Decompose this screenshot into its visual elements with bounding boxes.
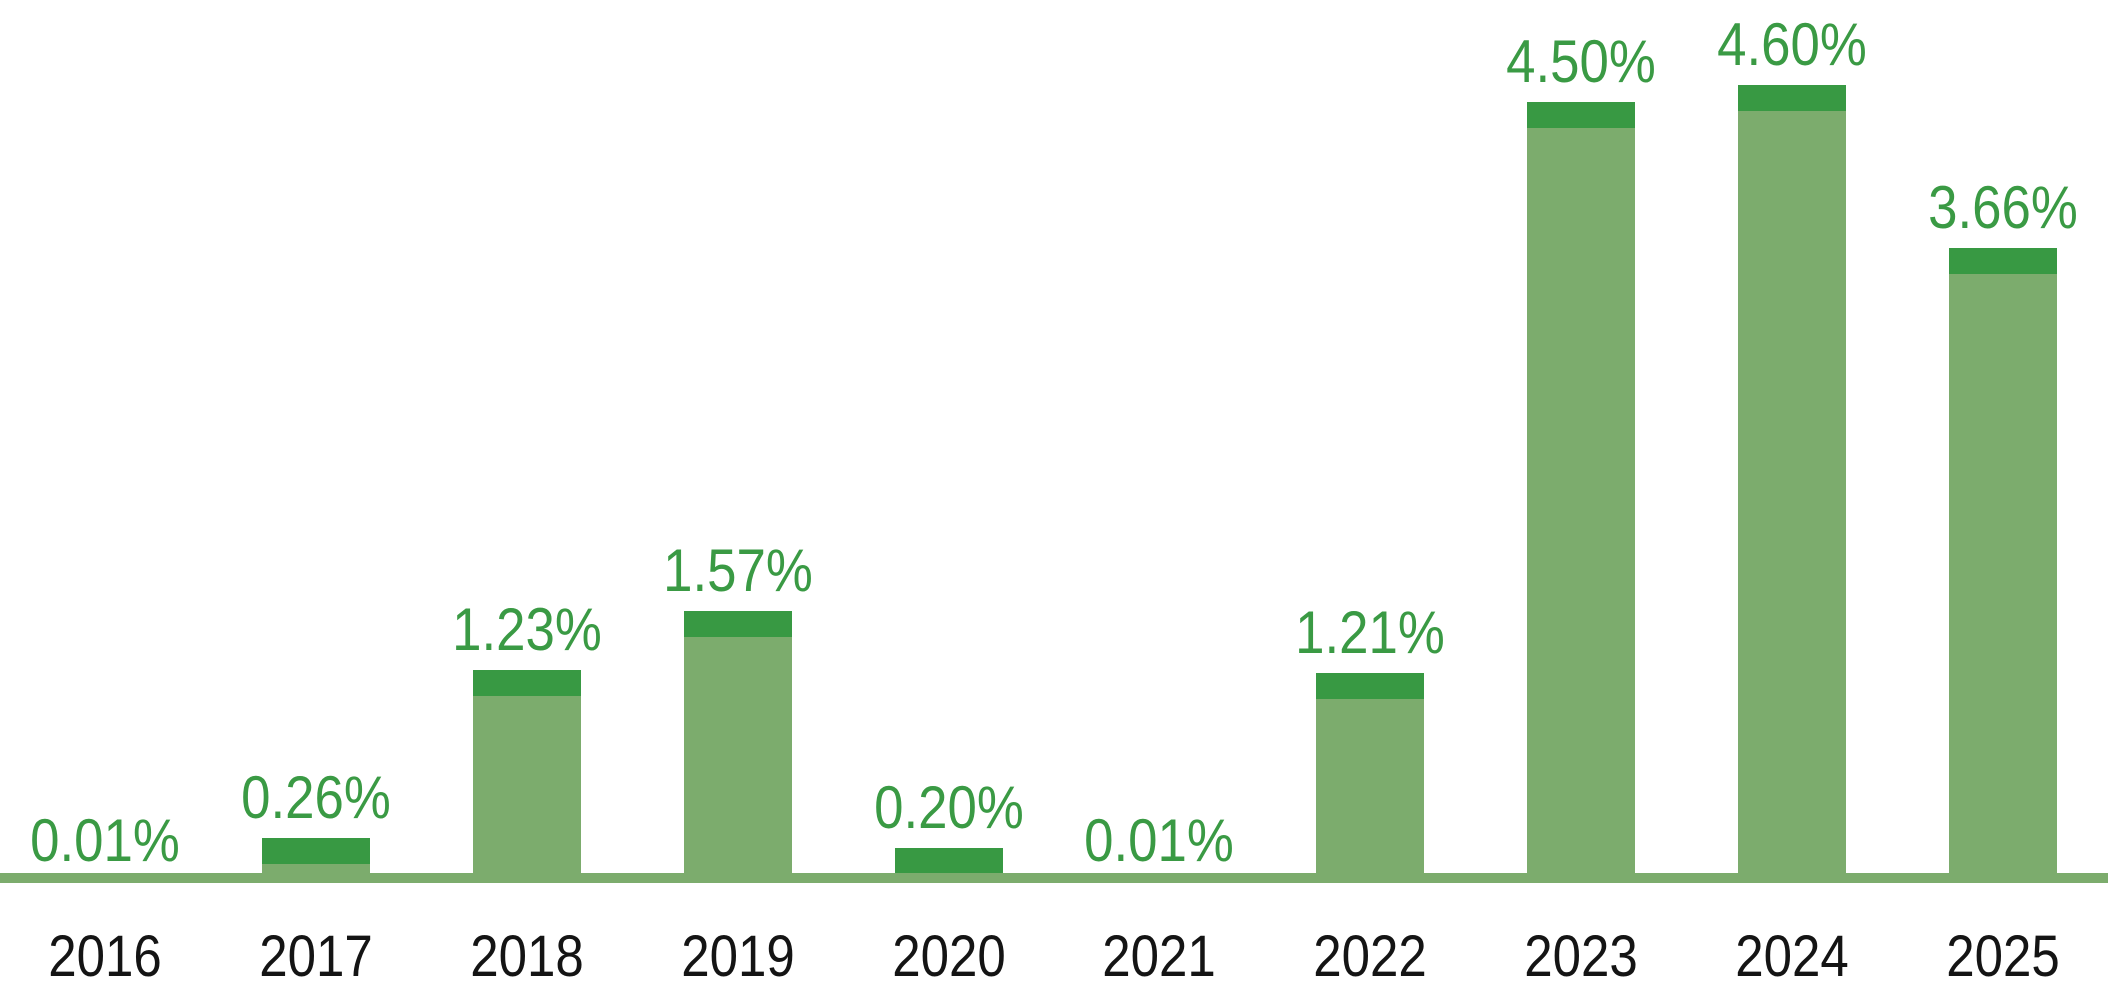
bar-2023 [1527,102,1635,883]
value-label-2019: 1.57% [662,536,813,604]
bar-cap-2017 [262,837,371,864]
bar-cap-2024 [1737,84,1846,111]
value-label-2021: 0.01% [1084,807,1235,874]
x-axis-label-2024: 2024 [1735,924,1849,989]
x-axis-label-2017: 2017 [259,924,373,989]
x-axis-label-2018: 2018 [470,924,584,989]
x-axis-label-2019: 2019 [681,924,795,989]
x-axis-label-2025: 2025 [1945,924,2060,989]
bar-cap-2022 [1316,673,1425,700]
bar-cap-2020 [894,848,1003,875]
x-axis-label-2023: 2023 [1524,924,1638,989]
bar-2025 [1948,247,2057,883]
bar-cap-2023 [1527,102,1635,129]
value-label-2025: 3.66% [1927,174,2078,241]
value-label-2017: 0.26% [241,763,392,831]
value-label-2016: 0.01% [30,807,181,874]
bar-2018 [473,669,581,883]
bar-2019 [683,610,792,883]
x-axis-line [0,873,2108,883]
value-label-2024: 4.60% [1716,10,1867,78]
x-axis-label-2016: 2016 [48,924,163,989]
value-label-2022: 1.21% [1295,599,1446,667]
bar-2024 [1737,84,1846,883]
value-label-2018: 1.23% [452,595,602,663]
value-label-2020: 0.20% [873,774,1024,842]
x-axis-label-2022: 2022 [1313,924,1427,989]
x-axis-label-2020: 2020 [891,924,1006,989]
bar-cap-2018 [473,669,581,696]
value-label-2023: 4.50% [1506,28,1656,96]
bar-2022 [1316,673,1425,883]
bar-cap-2019 [683,610,792,637]
bar-cap-2025 [1948,247,2057,274]
x-axis-label-2021: 2021 [1102,924,1217,989]
